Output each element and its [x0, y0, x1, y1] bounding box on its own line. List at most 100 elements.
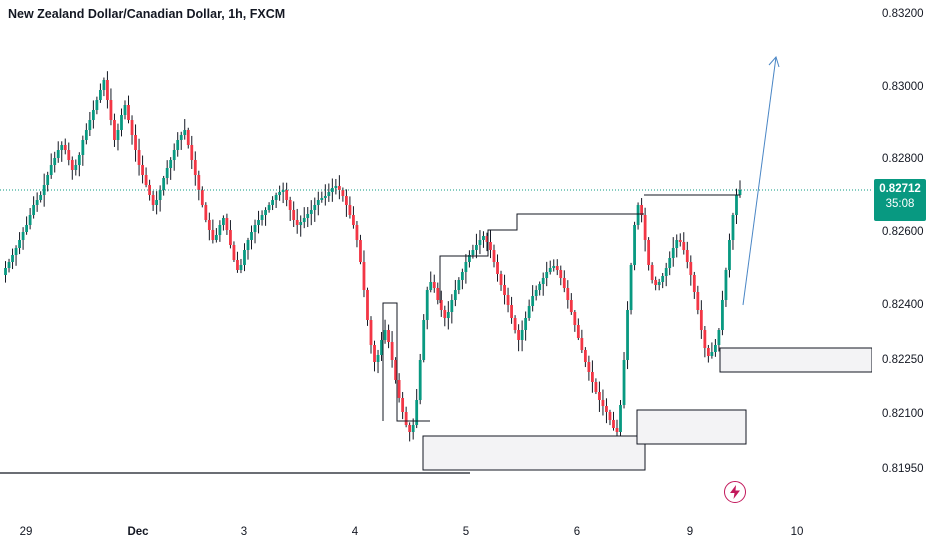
- candle-body: [520, 330, 524, 340]
- candle-body: [46, 175, 50, 185]
- time-tick: 29: [19, 526, 33, 538]
- candle-body: [418, 360, 422, 400]
- candle-body: [225, 218, 229, 230]
- demand-zone: [422, 435, 646, 471]
- candle-body: [710, 352, 714, 356]
- alert-button[interactable]: [724, 481, 746, 503]
- candle-body: [390, 342, 394, 360]
- candle-body: [28, 215, 32, 225]
- candle-body: [116, 130, 120, 140]
- candle-body: [18, 240, 21, 248]
- price-axis[interactable]: 0.83200 0.83000 0.82800 0.82600 0.82400 …: [872, 0, 932, 550]
- candle-body: [460, 272, 464, 280]
- candle-body: [576, 325, 580, 338]
- candle-body: [580, 338, 584, 350]
- candle-body: [337, 186, 341, 190]
- candle-body: [341, 190, 345, 196]
- candle-body: [200, 190, 204, 205]
- candle-body: [169, 160, 173, 168]
- candle-body: [429, 282, 433, 290]
- candle-body: [450, 300, 454, 312]
- candle-body: [204, 205, 208, 220]
- candle-body: [186, 130, 190, 145]
- candle-body: [214, 235, 218, 240]
- candle-body: [696, 292, 700, 310]
- candle-body: [432, 282, 436, 288]
- candle-body: [295, 220, 299, 225]
- candle-body: [408, 425, 412, 432]
- candle-body: [591, 372, 594, 382]
- candle-body: [250, 232, 253, 240]
- price-tick: 0.83200: [882, 8, 924, 20]
- candle-body: [650, 265, 654, 280]
- candle-body: [176, 140, 180, 150]
- candle-body: [573, 312, 577, 325]
- candle-body: [636, 205, 640, 225]
- candle-body: [489, 242, 492, 250]
- candle-body: [281, 190, 285, 192]
- candle-body: [179, 135, 183, 140]
- candle-body: [566, 288, 570, 300]
- candle-body: [703, 330, 707, 348]
- candle-body: [306, 214, 310, 218]
- candle-body: [457, 280, 461, 290]
- candle-body: [468, 255, 471, 262]
- candle-body: [42, 185, 46, 195]
- candle-body: [661, 276, 665, 282]
- candle-body: [633, 225, 636, 265]
- candle-body: [411, 425, 415, 432]
- candle-body: [183, 130, 187, 135]
- candle-body: [211, 230, 215, 240]
- candle-body: [229, 230, 232, 245]
- candles-layer: [4, 71, 742, 444]
- candle-body: [629, 265, 633, 310]
- candle-body: [492, 250, 496, 262]
- candle-body: [232, 245, 236, 260]
- candle-body: [309, 210, 313, 214]
- candle-body: [316, 200, 320, 205]
- candle-body: [91, 110, 95, 120]
- candle-body: [32, 205, 36, 215]
- candle-body: [524, 318, 528, 330]
- candle-body: [721, 300, 724, 330]
- candle-body: [158, 190, 162, 200]
- candle-body: [380, 340, 383, 355]
- price-tick: 0.82600: [882, 226, 924, 238]
- candle-body: [320, 198, 324, 200]
- candle-body: [594, 382, 598, 392]
- candle-body: [345, 196, 348, 205]
- chart-canvas[interactable]: [0, 0, 872, 518]
- candle-body: [664, 268, 668, 276]
- candle-body: [84, 130, 88, 140]
- candle-body: [165, 168, 169, 178]
- candle-body: [485, 236, 489, 242]
- candle-body: [439, 300, 443, 310]
- candle-body: [106, 80, 109, 100]
- candle-body: [728, 240, 731, 270]
- candle-body: [49, 165, 53, 175]
- candle-body: [626, 310, 629, 360]
- candle-body: [675, 240, 679, 248]
- candle-body: [668, 258, 672, 268]
- candle-body: [601, 400, 605, 406]
- candle-body: [70, 160, 74, 170]
- candle-body: [446, 312, 450, 318]
- candle-body: [517, 330, 520, 340]
- candle-body: [141, 165, 144, 175]
- candle-body: [330, 188, 334, 192]
- candle-body: [4, 268, 7, 275]
- candle-body: [422, 320, 426, 360]
- price-tick: 0.82100: [882, 408, 924, 420]
- candle-body: [246, 240, 250, 250]
- time-axis[interactable]: 29 Dec 3 4 5 6 9 10: [0, 518, 872, 550]
- candle-body: [102, 80, 106, 90]
- candle-body: [348, 205, 352, 215]
- drawings-layer: [0, 55, 872, 474]
- candle-body: [327, 192, 331, 196]
- candle-body: [267, 205, 271, 210]
- candle-body: [77, 155, 81, 165]
- candle-body: [313, 205, 317, 210]
- candle-body: [127, 105, 130, 120]
- candle-body: [60, 145, 64, 150]
- candle-body: [21, 232, 25, 240]
